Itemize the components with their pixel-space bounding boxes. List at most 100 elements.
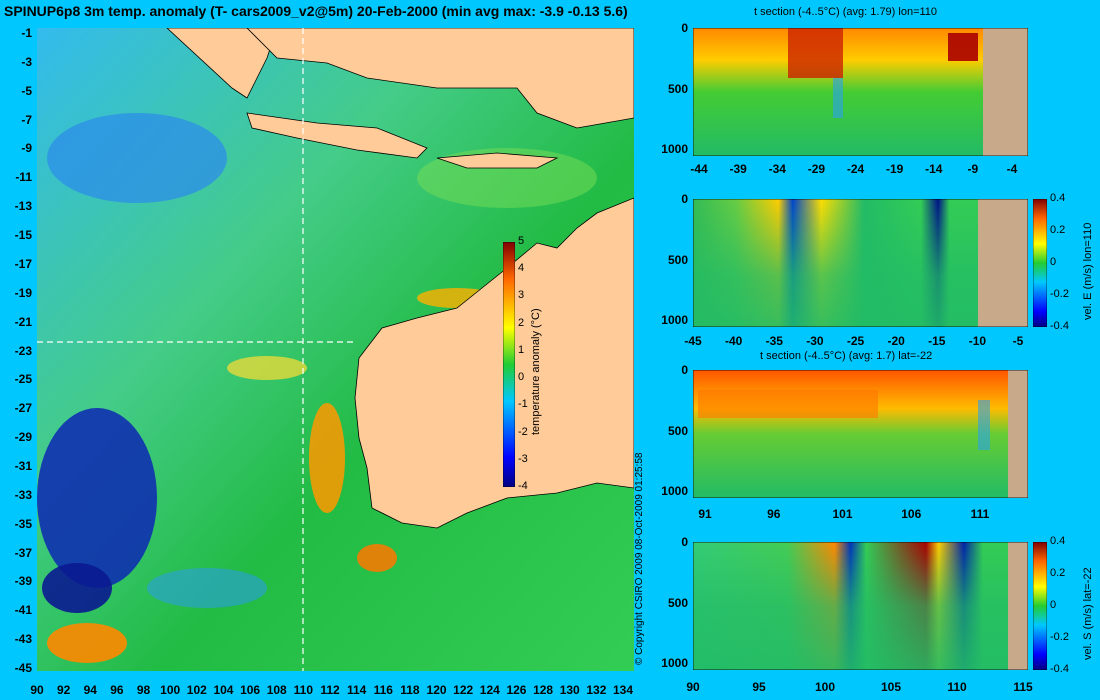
colorbar-tick-label: -0.2 xyxy=(1050,631,1069,643)
x-tick-label: -14 xyxy=(925,162,943,176)
x-tick-label: 110 xyxy=(293,683,314,697)
cold-anomaly-patch xyxy=(147,568,267,608)
y-tick-label: 1000 xyxy=(661,313,688,327)
x-tick-label: -9 xyxy=(967,162,979,176)
x-tick-label: 132 xyxy=(586,683,607,697)
y-tick-label: 1000 xyxy=(661,484,688,498)
warm-subsurface-core xyxy=(788,28,843,78)
x-tick-label: -35 xyxy=(765,334,783,348)
y-tick-label: -25 xyxy=(14,372,32,387)
section-lat-vel-colorbar xyxy=(1033,542,1047,670)
y-tick-label: -9 xyxy=(21,141,32,156)
x-tick-label: 134 xyxy=(612,683,634,697)
section-lon-vel-colorbar-gradient xyxy=(1033,199,1047,327)
y-tick-label: -17 xyxy=(14,256,32,271)
y-tick-label: 500 xyxy=(667,595,688,610)
y-tick-label: -45 xyxy=(14,661,32,675)
x-tick-label: -20 xyxy=(887,334,905,348)
x-tick-label: 114 xyxy=(346,683,367,697)
y-tick-label: -1 xyxy=(21,26,32,40)
x-tick-label: 96 xyxy=(110,683,124,697)
section-lat-t-title: t section (-4..5°C) (avg: 1.7) lat=-22 xyxy=(760,350,933,362)
x-tick-label: 106 xyxy=(240,683,261,697)
x-tick-label: 92 xyxy=(56,683,71,697)
section-lat-t-plot xyxy=(693,370,1028,498)
section-lon-t-title: t section (-4..5°C) (avg: 1.79) lon=110 xyxy=(754,6,938,18)
x-tick-label: 90 xyxy=(30,683,44,697)
x-tick-label: -24 xyxy=(846,162,865,176)
x-tick-label: 100 xyxy=(814,680,836,694)
x-tick-label: 116 xyxy=(373,683,393,697)
x-tick-label: -4 xyxy=(1006,162,1018,176)
section-lat-t-field xyxy=(693,370,1008,498)
section-lon-vel-plot xyxy=(693,199,1028,327)
section-land-mask xyxy=(1008,370,1028,498)
y-tick-label: 1000 xyxy=(661,656,688,670)
y-tick-label: -43 xyxy=(14,632,32,647)
x-tick-label: 112 xyxy=(320,683,340,697)
x-tick-label: -30 xyxy=(806,334,824,348)
x-tick-label: 102 xyxy=(186,683,207,697)
x-tick-label: 106 xyxy=(901,507,922,521)
x-tick-label: -39 xyxy=(729,162,747,176)
java-land xyxy=(246,112,428,159)
colorbar-tick-label: -4 xyxy=(518,480,528,492)
y-tick-label: 0 xyxy=(681,363,688,377)
x-tick-label: 100 xyxy=(160,683,181,697)
main-title: SPINUP6p8 3m temp. anomaly (T- cars2009_… xyxy=(4,3,628,19)
x-tick-label: -34 xyxy=(768,162,786,176)
x-tick-label: 124 xyxy=(479,683,500,697)
colorbar-tick-label: 4 xyxy=(518,262,525,275)
map-colorbar-label: temperature anomaly (°C) xyxy=(530,308,542,435)
colorbar-tick-label: 0 xyxy=(1050,599,1057,611)
y-tick-label: -5 xyxy=(21,83,32,98)
x-tick-label: 95 xyxy=(752,680,766,694)
cool-intrusion xyxy=(978,400,990,450)
y-tick-label: -21 xyxy=(14,314,32,329)
warm-subsurface-core xyxy=(948,33,978,61)
colorbar-tick-label: 0.2 xyxy=(1050,567,1066,579)
colorbar-tick-label: -0.4 xyxy=(1050,320,1069,332)
warm-anomaly-patch xyxy=(227,356,307,380)
colorbar-tick-label: -3 xyxy=(518,452,528,465)
map-colorbar-gradient xyxy=(503,242,515,487)
colorbar-tick-label: 0 xyxy=(1050,256,1057,268)
x-tick-label: 110 xyxy=(947,680,967,694)
section-land-mask xyxy=(978,199,1028,327)
section-lon-t-plot xyxy=(693,28,1028,156)
x-tick-label: -40 xyxy=(724,334,743,348)
y-tick-label: 0 xyxy=(681,192,688,206)
y-tick-label: -31 xyxy=(14,458,32,473)
australia-land xyxy=(354,197,634,529)
colorbar-tick-label: 5 xyxy=(518,235,525,247)
y-tick-label: -39 xyxy=(14,574,32,589)
y-tick-label: -27 xyxy=(14,401,32,416)
x-tick-label: 118 xyxy=(400,683,420,697)
x-tick-label: -15 xyxy=(928,334,946,348)
colorbar-tick-label: -0.2 xyxy=(1050,288,1069,300)
x-tick-label: 126 xyxy=(506,683,527,697)
x-tick-label: 105 xyxy=(880,680,902,694)
x-tick-label: 91 xyxy=(698,507,712,521)
temperature-anomaly-map xyxy=(37,28,634,671)
y-tick-label: -15 xyxy=(14,228,32,243)
x-tick-label: -10 xyxy=(968,334,987,348)
x-tick-label: 104 xyxy=(213,683,234,697)
copyright-text: © Copyright CSIRO 2009 08-Oct-2009 01:25… xyxy=(634,452,645,666)
x-tick-label: -29 xyxy=(807,162,826,176)
cold-anomaly-patch xyxy=(37,408,157,588)
section-lat-vel-colorbar-label: vel. S (m/s) lat=-22 xyxy=(1082,567,1094,660)
cool-intrusion xyxy=(833,78,843,118)
colorbar-tick-label: 1 xyxy=(518,343,525,356)
section-lat-vel-plot xyxy=(693,542,1028,670)
y-tick-label: 500 xyxy=(667,423,688,438)
x-tick-label: 120 xyxy=(426,683,447,697)
y-tick-label: -41 xyxy=(14,603,32,618)
colorbar-tick-label: 0.4 xyxy=(1050,535,1066,547)
colorbar-tick-label: -2 xyxy=(518,425,528,438)
warm-anomaly-patch xyxy=(357,544,397,572)
x-tick-label: -44 xyxy=(690,162,708,176)
section-lat-vel-colorbar-gradient xyxy=(1033,542,1047,670)
y-tick-label: -23 xyxy=(14,343,32,358)
colorbar-tick-label: 0.4 xyxy=(1050,192,1066,204)
